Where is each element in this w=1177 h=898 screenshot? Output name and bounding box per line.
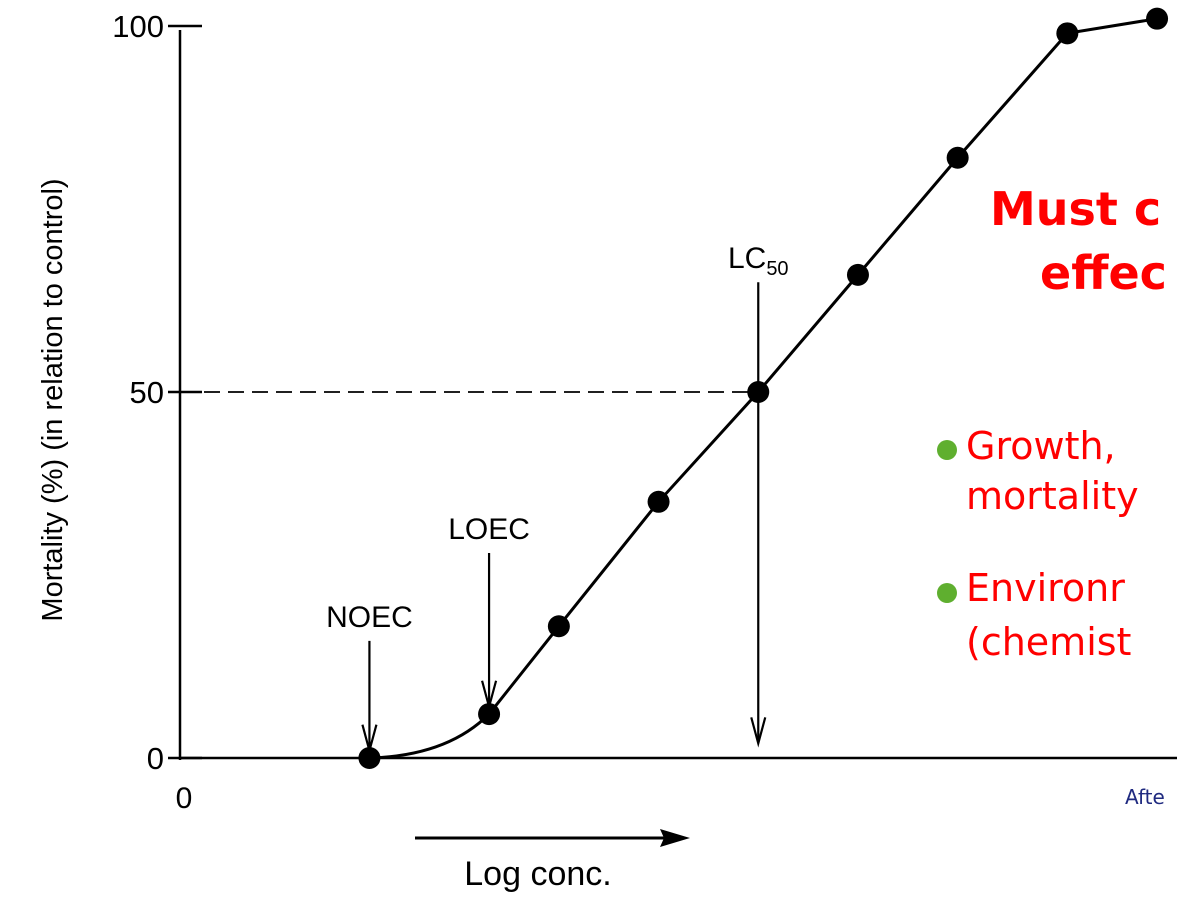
annotation-label-noec: NOEC	[326, 601, 413, 634]
y-tick-label: 50	[130, 375, 164, 410]
y-tick-label: 0	[147, 741, 164, 776]
data-point	[547, 615, 570, 638]
annotation-label-lc50: LC50	[728, 242, 789, 280]
data-point	[747, 381, 770, 403]
data-point	[358, 747, 381, 769]
annotation-arrow-head	[750, 717, 767, 748]
data-point	[946, 146, 969, 169]
annotations: NOEC LOEC LC50	[326, 242, 789, 755]
bullet-dot-icon	[937, 583, 957, 603]
slide-title-line-2: effec	[1040, 246, 1167, 300]
bullet-2-line-1: Environr	[966, 566, 1125, 610]
series-points	[358, 7, 1169, 769]
data-point	[478, 703, 501, 726]
data-point	[1056, 22, 1079, 45]
y-tick-label: 100	[112, 9, 164, 44]
data-point	[647, 490, 670, 513]
x-axis-label: Log conc.	[464, 855, 611, 893]
bullet-1-line-2: mortality	[966, 474, 1139, 518]
x-origin-label: 0	[176, 782, 193, 815]
annotation-label-main: LC	[728, 242, 766, 275]
annotation-label-subscript: 50	[766, 258, 788, 280]
data-point	[846, 263, 869, 286]
x-axis-arrow-head	[660, 829, 690, 847]
bullet-2-line-2: (chemist	[966, 620, 1132, 664]
annotation-label-loec: LOEC	[448, 513, 530, 546]
data-point	[1146, 7, 1169, 30]
bullet-dot-icon	[937, 440, 957, 460]
series-line	[369, 17, 1158, 760]
source-credit: Afte	[1125, 785, 1165, 809]
slide-title-line-1: Must c	[990, 182, 1162, 236]
x-axis-label-group: Log conc.	[415, 829, 690, 893]
bullet-1-line-1: Growth,	[966, 424, 1116, 468]
chart-axes	[178, 30, 1177, 760]
y-axis-label: Mortality (%) (in relation to control)	[37, 178, 69, 621]
